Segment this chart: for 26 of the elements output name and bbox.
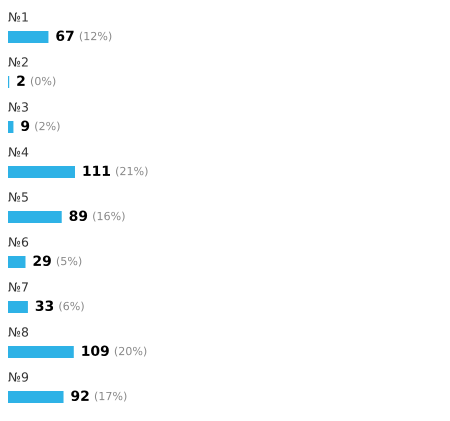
data-label: 111 (21%) [84, 166, 148, 177]
y-tick-label: №4 [8, 147, 28, 157]
bar [8, 346, 74, 358]
bar [8, 301, 28, 313]
data-label: 67 (12%) [56, 30, 112, 42]
data-label: 92 (17%) [71, 390, 126, 402]
y-tick-label: №6 [8, 237, 28, 247]
y-tick-label: №9 [8, 372, 28, 382]
data-label: 89 (16%) [70, 210, 125, 222]
bar [8, 31, 48, 43]
y-tick-label: №3 [8, 102, 28, 112]
data-label: 109 (20%) [82, 346, 146, 357]
bar [8, 211, 62, 223]
data-label: 2 (0%) [17, 76, 56, 87]
y-tick-label: №2 [8, 57, 28, 67]
bar [8, 391, 64, 403]
bar [8, 121, 14, 133]
data-label: 9 (2%) [21, 120, 60, 132]
data-label: 29 (5%) [34, 256, 82, 267]
y-tick-label: №5 [8, 192, 28, 202]
bar [8, 256, 26, 268]
y-tick-label: №1 [8, 12, 28, 22]
y-tick-label: №8 [8, 327, 28, 337]
bar [8, 166, 75, 178]
data-label: 33 (6%) [36, 300, 84, 312]
y-tick-label: №7 [8, 282, 28, 292]
